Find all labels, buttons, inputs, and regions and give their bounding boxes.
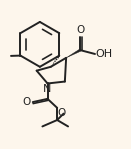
Polygon shape	[66, 49, 81, 58]
Text: O: O	[23, 97, 31, 107]
Text: O: O	[58, 108, 66, 118]
Text: O: O	[76, 25, 84, 35]
Text: N: N	[43, 84, 52, 94]
Text: OH: OH	[96, 49, 113, 59]
